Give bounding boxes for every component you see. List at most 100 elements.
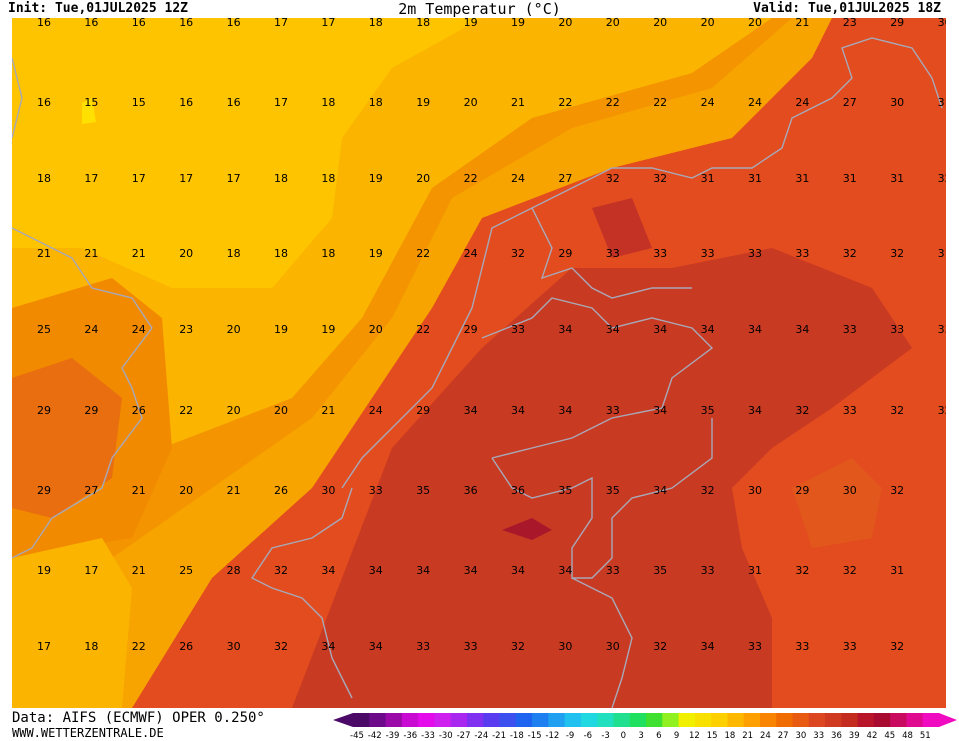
temp-zone-north-hot — [592, 198, 652, 258]
temperature-value-label: 32 — [653, 640, 667, 653]
colorbar-swatch — [841, 713, 859, 727]
temperature-value-label: 34 — [558, 564, 572, 577]
temperature-value-label: 27 — [843, 96, 857, 109]
temperature-value-label: 28 — [227, 564, 241, 577]
temp-zone-west-hot — [12, 358, 122, 518]
colorbar-tick-label: -36 — [403, 731, 417, 741]
temperature-value-label: 17 — [274, 96, 288, 109]
colorbar-tick-label: 24 — [760, 731, 771, 741]
temperature-value-label: 32 — [938, 404, 946, 417]
temperature-value-label: 33 — [511, 323, 525, 336]
colorbar-tick-label: -45 — [350, 731, 364, 741]
temperature-value-label: 34 — [511, 564, 525, 577]
temperature-value-label: 29 — [37, 484, 51, 497]
temperature-value-label: 18 — [84, 640, 98, 653]
temperature-value-label: 32 — [890, 640, 904, 653]
temperature-value-label: 34 — [701, 323, 715, 336]
colorbar-swatch — [662, 713, 680, 727]
temperature-value-label: 33 — [369, 484, 383, 497]
valid-time-label: Valid: Tue,01JUL2025 18Z — [753, 1, 941, 16]
colorbar-swatch — [466, 713, 484, 727]
temperature-value-label: 34 — [511, 404, 525, 417]
temperature-value-label: 15 — [132, 96, 146, 109]
temperature-value-label: 30 — [227, 640, 241, 653]
colorbar-swatch — [597, 713, 614, 727]
colorbar-swatch — [890, 713, 907, 727]
temperature-value-label: 17 — [179, 172, 193, 185]
temperature-value-label: 22 — [132, 640, 146, 653]
colorbar-tick-label: -27 — [457, 731, 471, 741]
temperature-value-label: 16 — [227, 18, 241, 29]
temperature-value-label: 17 — [84, 172, 98, 185]
temperature-value-label: 32 — [795, 564, 809, 577]
temperature-value-label: 24 — [132, 323, 146, 336]
temperature-value-label: 19 — [464, 18, 478, 29]
temperature-value-label: 31 — [748, 172, 762, 185]
temperature-value-label: 29 — [416, 404, 430, 417]
temperature-value-label: 34 — [558, 323, 572, 336]
colorbar-tick-label: -21 — [492, 731, 506, 741]
temperature-value-label: 20 — [179, 484, 193, 497]
temperature-map: 16 16 16 16 16 17 17 18 18 19 19 20 20 20 20 20 21 23 29 30… — [12, 18, 946, 708]
colorbar-tick-label: 30 — [796, 731, 807, 741]
temperature-value-label: 20 — [179, 247, 193, 260]
colorbar-tick-label: -12 — [545, 731, 559, 741]
colorbar-swatch — [580, 713, 598, 727]
colorbar-swatch — [776, 713, 793, 727]
colorbar-swatch — [759, 713, 777, 727]
temperature-value-label: 18 — [321, 172, 335, 185]
temp-zone-hot-core — [292, 248, 912, 708]
temperature-value-label: 32 — [843, 247, 857, 260]
colorbar-swatch — [532, 713, 549, 727]
coastline-lines — [12, 37, 943, 708]
colorbar-swatch — [499, 713, 517, 727]
temperature-value-label: 21 — [132, 564, 146, 577]
temperature-value-label: 34 — [369, 640, 383, 653]
temperature-value-label: 32 — [274, 640, 288, 653]
temperature-value-label: 32 — [890, 484, 904, 497]
temperature-value-label: 20 — [606, 18, 620, 29]
colorbar-swatch — [743, 713, 761, 727]
temperature-value-label: 35 — [606, 484, 620, 497]
temperature-value-label: 20 — [227, 323, 241, 336]
temperature-value-label: 33 — [464, 640, 478, 653]
temperature-value-label: 34 — [321, 640, 335, 653]
temperature-value-label: 33 — [843, 323, 857, 336]
colorbar-swatch — [646, 713, 663, 727]
temperature-value-label: 18 — [369, 96, 383, 109]
data-source-label: Data: AIFS (ECMWF) OPER 0.250° — [12, 710, 265, 726]
temp-zone-east-cooler — [792, 458, 882, 548]
temperature-value-label: 34 — [606, 323, 620, 336]
temperature-value-label: 33 — [938, 323, 946, 336]
temperature-value-label: 33 — [795, 640, 809, 653]
temperature-value-label: 31 — [890, 564, 904, 577]
colorbar-tick-label: 18 — [724, 731, 735, 741]
colorbar-tick-label: 6 — [656, 731, 661, 741]
colorbar-tick-label: 21 — [742, 731, 753, 741]
temperature-value-label: 20 — [274, 404, 288, 417]
temperature-value-label: 35 — [558, 484, 572, 497]
temperature-value-label: 22 — [179, 404, 193, 417]
colorbar-tick-label: -39 — [386, 731, 400, 741]
temperature-value-label: 31 — [890, 172, 904, 185]
colorbar-swatch — [483, 713, 500, 727]
colorbar-swatch — [450, 713, 468, 727]
temperature-label-grid: 16 16 16 16 16 17 17 18 18 19 19 20 20 20 20 20 21 23 29 30… — [37, 18, 946, 653]
temperature-value-label: 34 — [464, 564, 478, 577]
temperature-value-label: 31 — [795, 172, 809, 185]
temperature-value-label: 23 — [179, 323, 193, 336]
temperature-value-label: 21 — [227, 484, 241, 497]
temperature-value-label: 17 — [227, 172, 241, 185]
temperature-value-label: 34 — [748, 323, 762, 336]
temperature-value-label: 16 — [132, 18, 146, 29]
colorbar-tick-label: 15 — [707, 731, 718, 741]
temperature-value-label: 34 — [748, 404, 762, 417]
temperature-value-label: 21 — [321, 404, 335, 417]
temperature-value-label: 16 — [179, 96, 193, 109]
colorbar-tick-label: 0 — [621, 731, 626, 741]
temperature-value-label: 30 — [321, 484, 335, 497]
temperature-value-label: 19 — [369, 172, 383, 185]
temperature-value-label: 34 — [795, 323, 809, 336]
colorbar-tick-label: 9 — [674, 731, 679, 741]
temperature-value-label: 24 — [748, 96, 762, 109]
